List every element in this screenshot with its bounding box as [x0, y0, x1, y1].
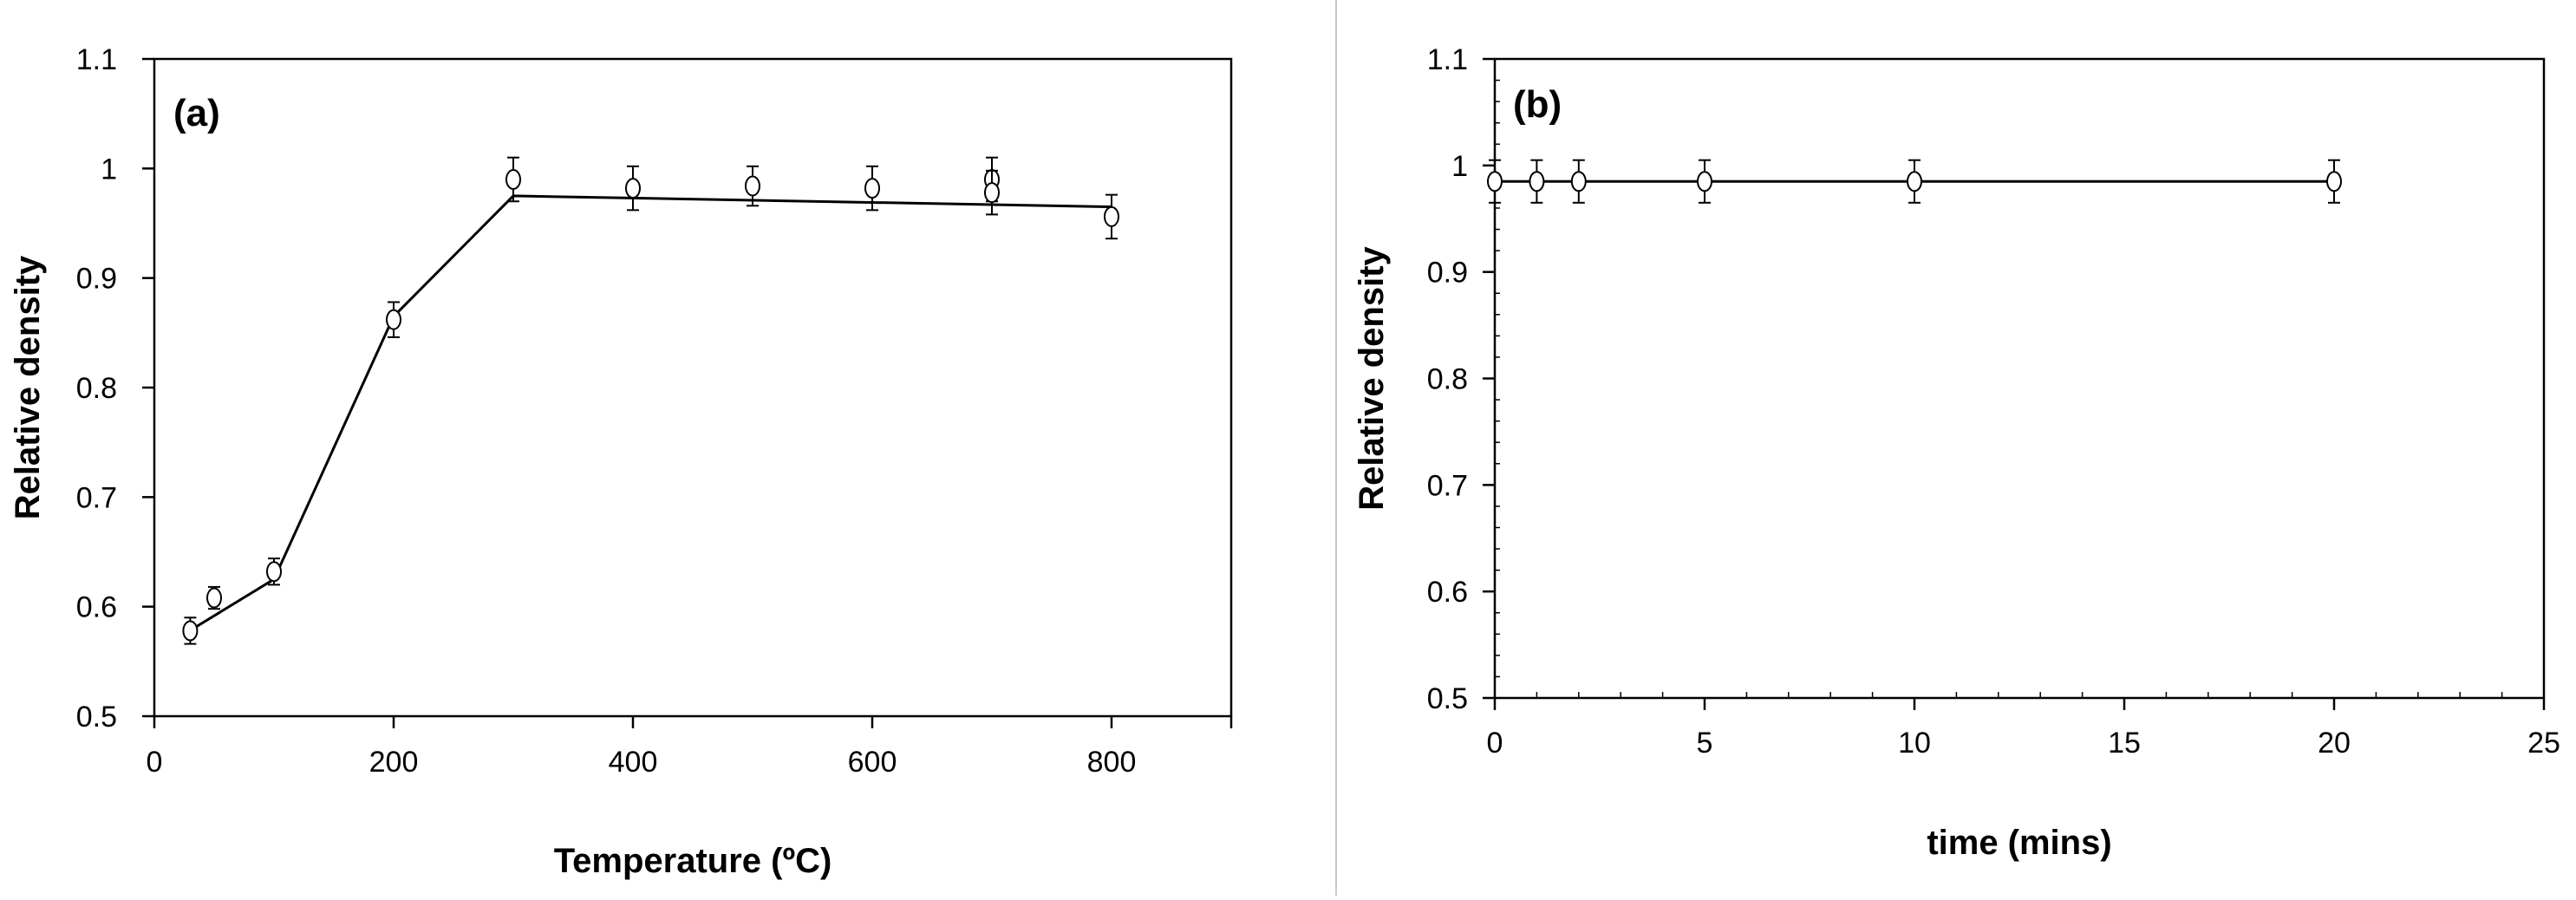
trend-line	[183, 194, 1112, 636]
data-point	[625, 178, 641, 199]
y-tick-label: 1.1	[76, 43, 117, 76]
data-point	[1529, 171, 1545, 192]
y-tick-label: 0.9	[76, 263, 117, 296]
data-point	[266, 561, 282, 583]
x-axis-title: Temperature (ºC)	[554, 842, 832, 880]
x-tick-label: 600	[848, 746, 897, 779]
plot-frame	[1493, 57, 2546, 700]
x-tick-label: 400	[609, 746, 658, 779]
y-axis-title: Relative density	[1353, 245, 1391, 510]
x-tick-label: 25	[2527, 727, 2560, 760]
x-tick-label: 15	[2108, 727, 2141, 760]
x-tick-label: 200	[369, 746, 419, 779]
data-point	[864, 178, 880, 199]
y-tick-label: 1.1	[1427, 43, 1468, 76]
data-point	[505, 168, 521, 190]
x-tick-label: 5	[1697, 727, 1713, 760]
chart-panel-b: 0.5 0.6 0.7 0.8 0.9 1 1.1 0 5 10 15 20 25 time (mins)…	[1353, 43, 2560, 862]
panel-divider	[1335, 0, 1337, 896]
y-tick-label: 0.6	[76, 591, 117, 624]
x-tick-label: 10	[1898, 727, 1931, 760]
data-point	[745, 175, 760, 197]
x-tick-label: 20	[2318, 727, 2351, 760]
y-tick-label: 0.5	[76, 701, 117, 734]
data-point	[984, 182, 1000, 204]
plot-frame	[153, 57, 1233, 718]
data-point	[206, 587, 222, 609]
y-tick-label: 0.6	[1427, 576, 1468, 609]
data-point	[386, 309, 401, 330]
y-tick-label: 0.9	[1427, 257, 1468, 290]
y-tick-label: 0.7	[76, 481, 117, 514]
data-point	[1104, 205, 1119, 227]
y-tick-label: 0.7	[1427, 469, 1468, 502]
x-tick-label: 0	[147, 746, 163, 779]
y-axis-title: Relative density	[9, 255, 47, 519]
panel-label: (a)	[173, 92, 220, 134]
panel-label: (b)	[1513, 83, 1562, 126]
y-tick-label: 0.8	[1427, 363, 1468, 396]
x-axis-title: time (mins)	[1927, 824, 2111, 862]
y-tick-label: 0.8	[76, 372, 117, 405]
x-tick-label: 800	[1087, 746, 1137, 779]
x-tick-label: 0	[1487, 727, 1503, 760]
y-tick-label: 1	[101, 153, 117, 186]
data-point	[1487, 171, 1503, 192]
chart-panel-a: 0.5 0.6 0.7 0.8 0.9 1 1.1 0 200 400 600 800 Temperat…	[9, 43, 1233, 880]
data-point	[2326, 171, 2342, 192]
y-tick-label: 0.5	[1427, 682, 1468, 715]
data-point	[1570, 171, 1587, 192]
data-point	[1907, 171, 1922, 192]
data-point	[182, 620, 199, 642]
y-tick-label: 1	[1451, 150, 1468, 183]
data-point	[1697, 171, 1712, 192]
